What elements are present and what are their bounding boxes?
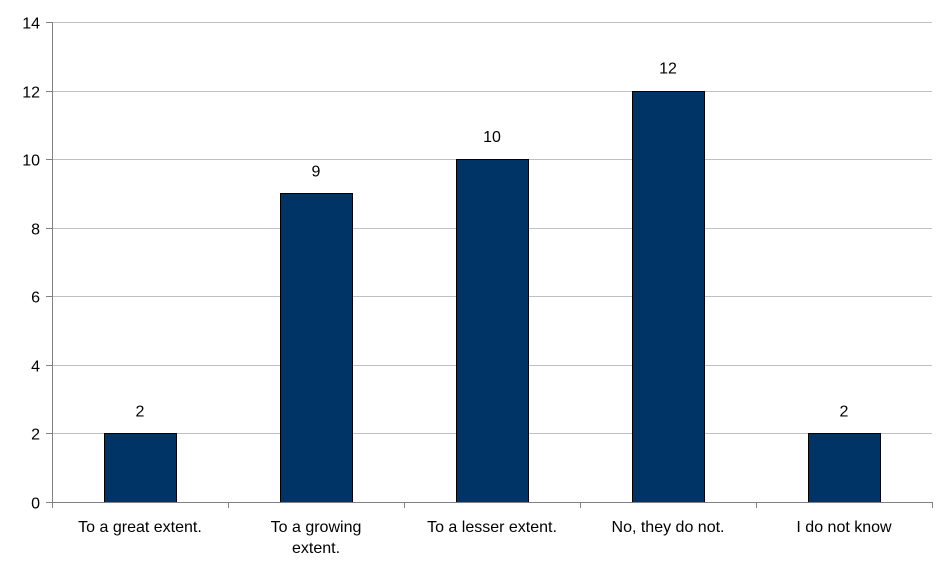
bar xyxy=(632,91,705,503)
x-category-label: I do not know xyxy=(796,519,892,536)
data-label: 2 xyxy=(840,403,849,420)
bar xyxy=(104,433,177,503)
data-label: 2 xyxy=(136,403,145,420)
data-label: 12 xyxy=(659,61,677,78)
data-label: 10 xyxy=(483,129,501,146)
x-category-label: To a great extent. xyxy=(78,519,202,536)
bar xyxy=(808,433,881,503)
bar xyxy=(280,193,353,503)
y-tick-label: 8 xyxy=(31,222,40,239)
x-category-label: No, they do not. xyxy=(612,519,725,536)
x-category-label: extent. xyxy=(292,540,340,557)
bars xyxy=(104,91,881,503)
x-category-label: To a lesser extent. xyxy=(427,519,557,536)
bar xyxy=(456,159,529,503)
y-tick-label: 10 xyxy=(22,153,40,170)
x-category-label: To a growing xyxy=(271,519,362,536)
axes xyxy=(46,22,933,508)
y-tick-label: 6 xyxy=(31,290,40,307)
y-tick-label: 0 xyxy=(31,496,40,513)
labels: 0 2 4 6 8 10 12 14 2 To a great extent. 9 To a grow… xyxy=(22,16,892,558)
data-label: 9 xyxy=(312,163,321,180)
y-tick-label: 2 xyxy=(31,427,40,444)
y-tick-label: 14 xyxy=(22,16,40,33)
y-tick-label: 4 xyxy=(31,359,40,376)
y-tick-label: 12 xyxy=(22,85,40,102)
